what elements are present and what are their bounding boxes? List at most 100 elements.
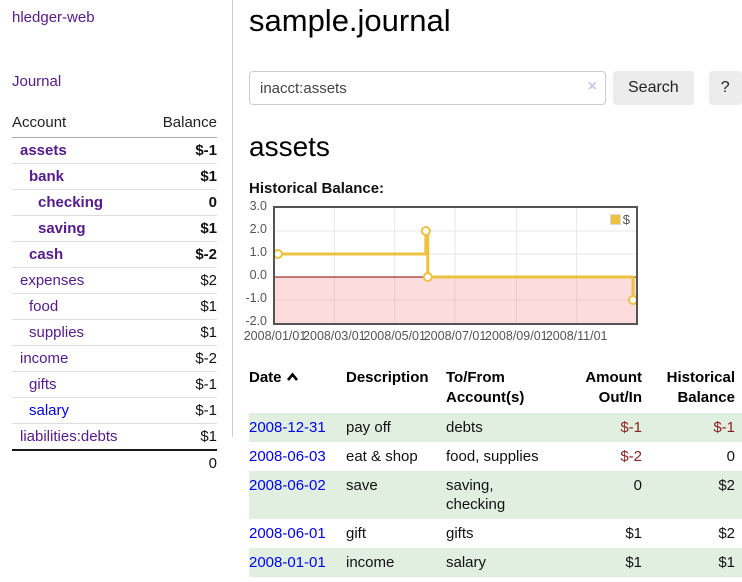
account-row: gifts $-1 [12, 371, 217, 398]
y-axis-tick-label: 1.0 [249, 245, 267, 259]
account-row: food $1 [12, 293, 217, 320]
search-form: × Search ? [249, 71, 742, 105]
transaction-date-link[interactable]: 2008-01-01 [249, 554, 326, 571]
page-title: sample.journal [249, 3, 451, 38]
account-balance: $-2 [147, 241, 217, 268]
account-link[interactable]: food [29, 298, 59, 315]
search-input[interactable] [249, 71, 606, 105]
column-header-balance: Historical Balance [666, 369, 735, 406]
transaction-date-cell: 2008-06-03 [249, 442, 346, 471]
account-row: expenses $2 [12, 267, 217, 294]
column-header-date: Date [249, 368, 346, 413]
legend-label: $ [622, 212, 630, 227]
clear-search-icon[interactable]: × [587, 78, 597, 95]
transaction-row: 2008-06-01 gift gifts $1 $2 [249, 519, 742, 548]
y-axis-tick-label: -2.0 [245, 314, 267, 328]
account-link[interactable]: bank [29, 168, 65, 185]
account-link[interactable]: income [20, 350, 69, 367]
transaction-row: 2008-06-02 save saving, checking 0 $2 [249, 471, 742, 519]
account-balance: $-1 [147, 397, 217, 424]
transaction-date-link[interactable]: 2008-06-03 [249, 448, 326, 465]
account-link[interactable]: cash [29, 246, 64, 263]
transaction-balance: 0 [726, 448, 735, 465]
transaction-balance: $-1 [713, 419, 735, 436]
account-balance: $-1 [147, 371, 217, 398]
transaction-description: pay off [346, 419, 391, 436]
account-link[interactable]: salary [29, 402, 70, 419]
transaction-balance: $2 [718, 477, 735, 494]
column-header-accounts: To/From Account(s) [446, 369, 525, 406]
brand-link[interactable]: hledger-web [12, 9, 95, 26]
account-link[interactable]: saving [38, 220, 86, 237]
transaction-date-link[interactable]: 2008-12-31 [249, 419, 326, 436]
account-row: checking 0 [12, 189, 217, 216]
transaction-date-cell: 2008-06-02 [249, 471, 346, 519]
transaction-accounts: salary [446, 554, 487, 571]
account-row: cash $-2 [12, 241, 217, 268]
chart-title: Historical Balance: [249, 180, 385, 197]
chart-canvas [275, 208, 636, 323]
transactions-header-row: Date Description To/From Account(s) Amou… [249, 368, 742, 413]
accounts-table: Account Balance assets $-1 bank $1 checking 0… [12, 111, 217, 476]
historical-balance-chart: $ 3.0 2.0 1.0 0.0 -1.0 -2.0 2008/01/01 2008/03… [244, 199, 742, 347]
transactions-table: Date Description To/From Account(s) Amou… [249, 368, 742, 577]
transaction-amount: $1 [625, 554, 642, 571]
x-axis-tick-label: 2008/01/01 [243, 329, 307, 343]
account-link[interactable]: gifts [29, 376, 57, 393]
transaction-description: income [346, 554, 395, 571]
chart-legend: $ [607, 211, 632, 228]
legend-swatch-icon [609, 214, 621, 225]
x-axis-tick-label: 2008/09/01 [485, 329, 548, 343]
transaction-amount: 0 [633, 477, 642, 494]
main-content: sample.journal × Search ? assets Histori… [244, 0, 742, 577]
account-link[interactable]: checking [38, 194, 104, 211]
search-button[interactable]: Search [613, 71, 694, 105]
account-balance: $1 [147, 423, 217, 450]
account-balance: $1 [147, 163, 217, 190]
x-axis-tick-label: 2008/07/01 [423, 329, 487, 343]
transaction-description: eat & shop [346, 448, 418, 465]
transaction-balance: $2 [718, 525, 735, 542]
accounts-total-row: 0 [12, 449, 217, 476]
account-row: bank $1 [12, 163, 217, 190]
data-point-marker [275, 249, 283, 259]
accounts-header-balance: Balance [147, 111, 217, 138]
x-axis-tick-label: 2008/03/01 [303, 329, 366, 343]
accounts-header-account: Account [12, 111, 148, 138]
column-header-description: Description [346, 369, 429, 386]
transaction-accounts: food, supplies [446, 448, 539, 465]
account-link[interactable]: supplies [29, 324, 85, 341]
help-button[interactable]: ? [708, 71, 742, 105]
account-balance: $1 [147, 319, 217, 346]
y-axis-tick-label: -1.0 [245, 291, 267, 305]
account-row: salary $-1 [12, 397, 217, 424]
account-balance: $1 [147, 215, 217, 242]
account-link[interactable]: assets [20, 142, 67, 159]
account-link[interactable]: liabilities:debts [20, 428, 118, 445]
column-header-amount: Amount Out/In [585, 369, 642, 406]
sidebar-item-journal[interactable]: Journal [12, 73, 62, 90]
account-link[interactable]: expenses [20, 272, 85, 289]
transaction-row: 2008-01-01 income salary $1 $1 [249, 548, 742, 577]
account-row: supplies $1 [12, 319, 217, 346]
transaction-date-cell: 2008-12-31 [249, 413, 346, 442]
account-row: assets $-1 [12, 138, 217, 164]
transaction-row: 2008-12-31 pay off debts $-1 $-1 [249, 413, 742, 442]
account-row: liabilities:debts $1 [12, 423, 217, 450]
account-row: income $-2 [12, 345, 217, 372]
transaction-date-link[interactable]: 2008-06-02 [249, 477, 326, 494]
transaction-accounts: saving, checking [446, 477, 506, 513]
account-balance: $1 [147, 293, 217, 320]
transaction-date-cell: 2008-01-01 [249, 548, 346, 577]
y-axis-tick-label: 0.0 [249, 268, 267, 282]
transaction-description: save [346, 477, 378, 494]
chart-plot-area[interactable]: $ [273, 206, 638, 325]
sidebar: hledger-web Journal Account Balance asse… [0, 0, 233, 476]
transaction-amount: $-2 [620, 448, 642, 465]
transaction-date-link[interactable]: 2008-06-01 [249, 525, 326, 542]
account-balance: $-2 [147, 345, 217, 372]
y-axis-tick-label: 3.0 [249, 199, 267, 213]
transaction-accounts: gifts [446, 525, 474, 542]
data-point-marker [422, 272, 433, 282]
accounts-total-value: 0 [147, 449, 217, 476]
